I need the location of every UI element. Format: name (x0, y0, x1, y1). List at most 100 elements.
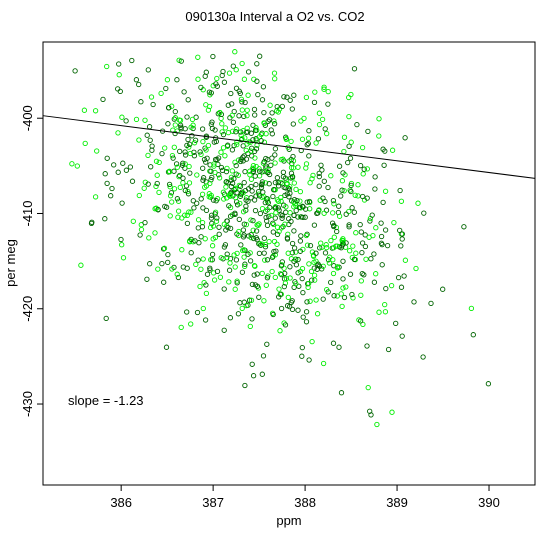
data-point (379, 241, 385, 248)
data-point (213, 198, 219, 204)
data-point (243, 221, 250, 228)
data-point (240, 234, 247, 240)
data-point (228, 177, 234, 183)
y-axis: -400 -410 -420 -430 (20, 105, 43, 417)
data-point (164, 77, 171, 83)
data-point (266, 238, 272, 245)
data-point (302, 206, 309, 212)
data-point (269, 254, 276, 260)
data-point (297, 238, 304, 244)
data-point (304, 142, 310, 148)
data-point (207, 265, 213, 271)
data-point (223, 184, 229, 190)
data-point (133, 116, 140, 123)
data-point (299, 275, 305, 282)
data-point (397, 227, 403, 234)
data-point (116, 72, 122, 78)
data-point (311, 272, 318, 278)
data-point (174, 196, 181, 202)
data-point (207, 224, 214, 231)
data-point (280, 169, 287, 175)
data-point (129, 178, 136, 184)
data-point (253, 181, 259, 188)
data-point (336, 163, 343, 169)
data-point (411, 299, 417, 305)
data-point (115, 130, 121, 136)
data-point (265, 170, 271, 176)
data-point (229, 180, 236, 186)
data-point (349, 205, 355, 211)
data-point (268, 212, 274, 219)
data-point (284, 303, 291, 309)
data-point (261, 159, 267, 165)
data-point (261, 109, 267, 116)
data-point (109, 185, 115, 192)
data-point (227, 260, 233, 266)
data-point (82, 140, 88, 147)
data-point (191, 205, 197, 211)
data-point (199, 191, 206, 197)
data-point (198, 266, 204, 272)
data-point (219, 121, 225, 127)
x-tick-label: 388 (294, 495, 316, 510)
data-point (174, 77, 180, 83)
data-point (252, 282, 259, 288)
data-point (129, 57, 135, 64)
data-point (355, 193, 361, 199)
data-point (290, 158, 297, 164)
data-point (211, 163, 217, 169)
data-point (255, 91, 261, 98)
data-point (272, 179, 279, 186)
data-point (348, 188, 354, 195)
data-point (302, 214, 308, 220)
data-point (199, 126, 206, 132)
data-point (340, 236, 346, 242)
data-point (250, 227, 256, 233)
data-point (138, 99, 144, 105)
data-point (283, 185, 289, 191)
data-point (306, 280, 312, 287)
data-point (270, 193, 276, 200)
data-point (242, 168, 248, 175)
data-point (238, 156, 244, 162)
data-point (274, 103, 280, 110)
data-point (325, 88, 331, 95)
data-point (233, 67, 239, 73)
data-point (293, 262, 300, 268)
data-point (291, 228, 297, 234)
data-point (190, 122, 196, 128)
data-point (146, 124, 153, 130)
data-point (306, 153, 312, 159)
data-point (338, 193, 344, 199)
data-point (270, 229, 276, 235)
data-point (203, 147, 209, 153)
data-point (133, 77, 140, 83)
data-point (359, 249, 365, 256)
data-point (303, 165, 309, 171)
data-point (277, 291, 283, 297)
data-point (224, 251, 230, 257)
data-point (248, 297, 255, 303)
data-point (341, 148, 347, 155)
data-point (159, 150, 165, 157)
data-point (264, 275, 271, 281)
data-point (230, 63, 236, 69)
data-point (92, 194, 99, 200)
data-point (119, 242, 125, 248)
data-point (256, 193, 263, 199)
data-point (315, 262, 321, 269)
data-point (346, 222, 352, 228)
data-point (227, 191, 233, 197)
data-point (357, 221, 363, 228)
data-point (237, 183, 244, 189)
data-point (299, 136, 306, 142)
data-point (278, 225, 285, 231)
data-point (382, 227, 389, 233)
data-point (162, 203, 168, 210)
data-point (334, 264, 341, 270)
data-point (213, 218, 220, 224)
data-point (288, 218, 294, 225)
data-point (94, 148, 100, 154)
slope-annotation: slope = -1.23 (68, 393, 144, 408)
data-point (266, 117, 273, 123)
